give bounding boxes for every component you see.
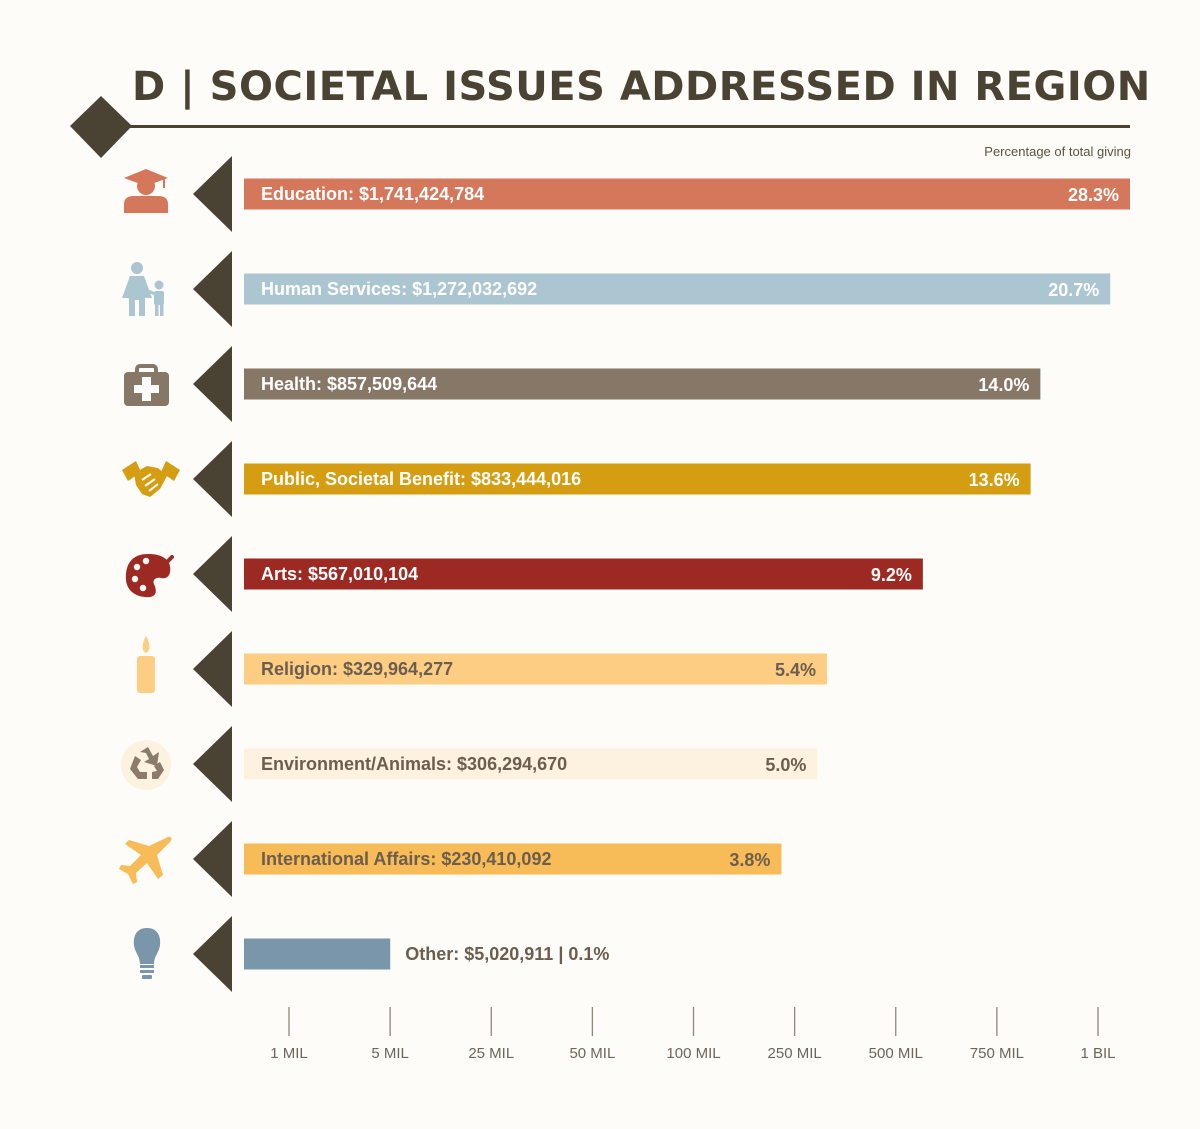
bar	[244, 558, 923, 590]
bar	[244, 178, 1130, 210]
bar	[244, 463, 1031, 495]
x-tick-label: 100 MIL	[666, 1045, 720, 1062]
row-pointer-triangle	[193, 536, 232, 612]
family-icon	[122, 262, 164, 316]
bar-row: Other: $5,020,911 | 0.1%	[133, 916, 609, 992]
x-tick-label: 1 MIL	[270, 1045, 308, 1062]
bar-row: Public, Societal Benefit: $833,444,016 13…	[122, 441, 1031, 517]
bar-percentage: 14.0%	[978, 375, 1029, 395]
bar	[244, 938, 391, 970]
row-pointer-triangle	[193, 156, 232, 232]
bar-percentage: 13.6%	[969, 470, 1020, 490]
palette-icon	[125, 554, 174, 598]
candle-icon	[137, 636, 155, 693]
chart-subtitle: Percentage of total giving	[984, 144, 1131, 159]
bar-label: Religion: $329,964,277	[261, 659, 453, 679]
bar-row: Education: $1,741,424,784 28.3%	[124, 156, 1130, 232]
row-pointer-triangle	[193, 346, 232, 422]
first-aid-kit-icon	[124, 364, 169, 406]
bar-row: International Affairs: $230,410,092 3.8%	[119, 821, 782, 897]
recycle-icon	[121, 740, 171, 790]
x-tick-label: 50 MIL	[569, 1045, 615, 1062]
bar-percentage: 5.4%	[775, 660, 816, 680]
row-pointer-triangle	[193, 251, 232, 327]
bar-percentage: 5.0%	[765, 755, 806, 775]
title-diamond	[70, 96, 132, 158]
bar-label: Other: $5,020,911 | 0.1%	[405, 944, 609, 964]
x-tick-label: 500 MIL	[869, 1045, 923, 1062]
bar-percentage: 20.7%	[1048, 280, 1099, 300]
row-pointer-triangle	[193, 726, 232, 802]
graduate-icon	[124, 169, 168, 213]
row-pointer-triangle	[193, 916, 232, 992]
bar	[244, 748, 818, 780]
bar	[244, 843, 782, 875]
chart-title: D | SOCIETAL ISSUES ADDRESSED IN REGION	[132, 64, 1151, 110]
bar-percentage: 9.2%	[871, 565, 912, 585]
bar-label: Arts: $567,010,104	[261, 564, 418, 584]
bar-percentage: 28.3%	[1068, 185, 1119, 205]
bar	[244, 368, 1041, 400]
row-pointer-triangle	[193, 821, 232, 897]
bar-row: Health: $857,509,644 14.0%	[124, 346, 1041, 422]
bar-row: Religion: $329,964,277 5.4%	[137, 631, 827, 707]
bar-label: Education: $1,741,424,784	[261, 184, 484, 204]
airplane-icon	[119, 836, 172, 884]
lightbulb-icon	[133, 928, 161, 979]
bar-label: Environment/Animals: $306,294,670	[261, 754, 567, 774]
bar-label: International Affairs: $230,410,092	[261, 849, 551, 869]
x-tick-label: 1 BIL	[1080, 1045, 1115, 1062]
x-tick-label: 750 MIL	[970, 1045, 1024, 1062]
bar-label: Public, Societal Benefit: $833,444,016	[261, 469, 581, 489]
title-rule	[120, 125, 1130, 128]
x-tick-label: 250 MIL	[768, 1045, 822, 1062]
bar-label: Health: $857,509,644	[261, 374, 437, 394]
bar-percentage: 3.8%	[729, 850, 770, 870]
handshake-icon	[122, 461, 180, 497]
x-tick-label: 5 MIL	[371, 1045, 409, 1062]
row-pointer-triangle	[193, 441, 232, 517]
row-pointer-triangle	[193, 631, 232, 707]
bar	[244, 273, 1111, 305]
bar-row: Human Services: $1,272,032,692 20.7%	[122, 251, 1111, 327]
bar-label: Human Services: $1,272,032,692	[261, 279, 537, 299]
bar-row: Arts: $567,010,104 9.2%	[125, 536, 923, 612]
bar	[244, 653, 827, 685]
x-tick-label: 25 MIL	[468, 1045, 514, 1062]
bar-row: Environment/Animals: $306,294,670 5.0%	[121, 726, 818, 802]
